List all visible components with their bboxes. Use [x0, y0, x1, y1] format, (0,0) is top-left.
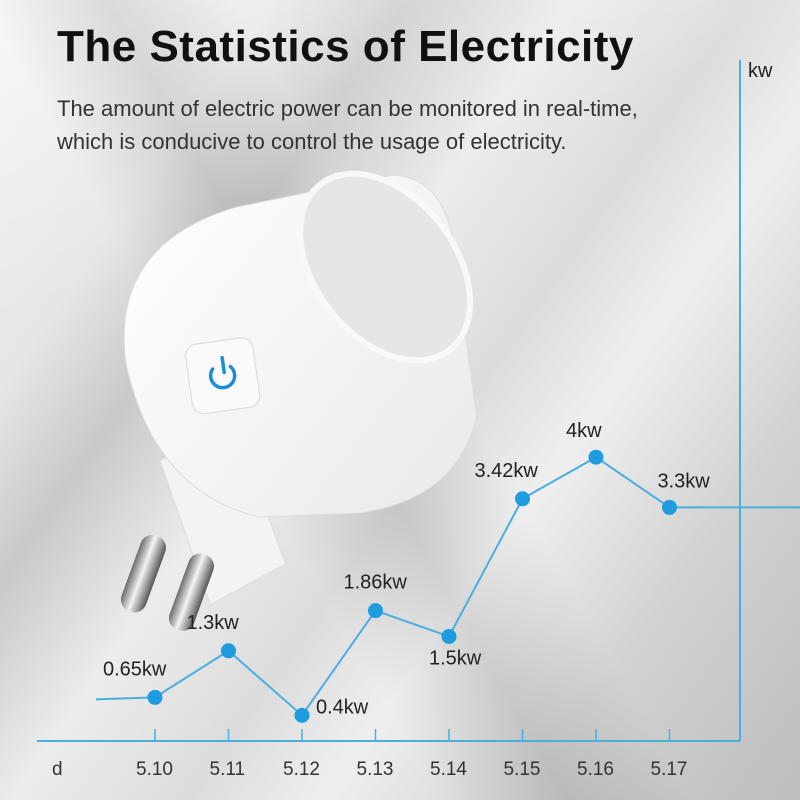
page-subtitle: The amount of electric power can be moni…	[57, 92, 777, 158]
data-point	[515, 491, 530, 507]
x-axis-label: d	[52, 759, 63, 780]
data-point	[441, 628, 457, 644]
subtitle-line-2: which is conducive to control the usage …	[57, 129, 567, 154]
data-label: 3.3kw	[658, 470, 711, 492]
power-button-icon	[208, 355, 237, 390]
x-tick-label: 5.12	[283, 759, 320, 780]
data-point	[662, 499, 677, 515]
x-tick-label: 5.14	[430, 759, 467, 780]
data-label: 1.86kw	[344, 572, 408, 594]
data-label: 3.42kw	[475, 460, 539, 482]
x-tick-label: 5.15	[504, 759, 541, 780]
x-tick-label: 5.17	[651, 759, 688, 780]
data-label: 1.3kw	[187, 612, 240, 634]
page-title: The Statistics of Electricity	[57, 22, 634, 71]
data-point	[294, 707, 310, 723]
series-line-lead	[95, 696, 156, 701]
data-point	[368, 603, 383, 619]
x-tick-label: 5.13	[357, 759, 394, 780]
subtitle-line-1: The amount of electric power can be moni…	[57, 96, 638, 121]
data-label: 1.5kw	[429, 647, 482, 669]
data-label: 0.4kw	[316, 696, 369, 718]
y-axis-label: kw	[748, 60, 773, 82]
data-point	[147, 689, 163, 705]
x-tick-label: 5.10	[136, 759, 173, 780]
x-tick-label: 5.16	[577, 759, 614, 780]
data-point	[588, 449, 604, 465]
data-label: 4kw	[566, 420, 602, 442]
data-label: 0.65kw	[103, 658, 167, 680]
x-tick-label: 5.11	[210, 759, 246, 780]
series-line	[154, 456, 671, 717]
data-point	[221, 643, 236, 659]
